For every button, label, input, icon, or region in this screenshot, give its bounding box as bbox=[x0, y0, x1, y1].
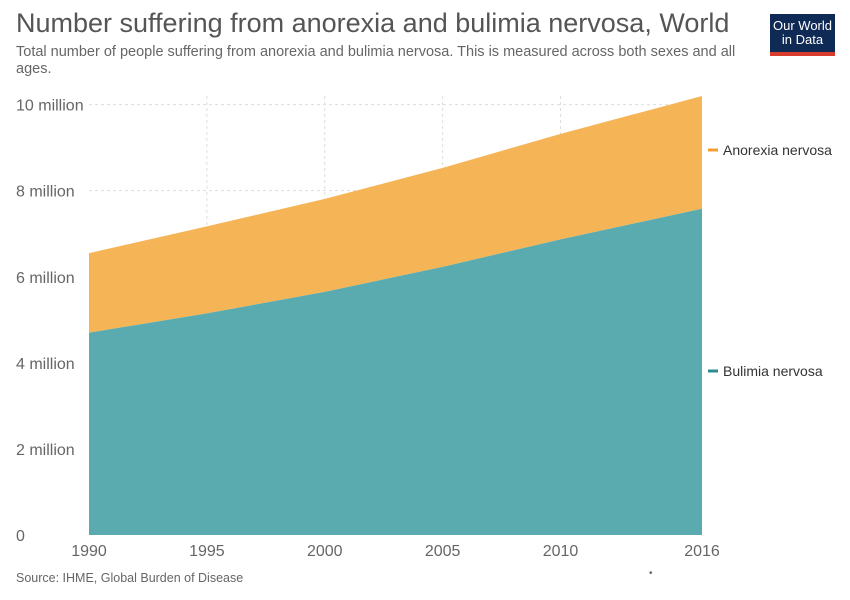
x-tick-label: 2010 bbox=[543, 543, 579, 560]
y-tick-label: 2 million bbox=[16, 442, 75, 459]
x-tick-label: 1995 bbox=[189, 543, 225, 560]
source-note[interactable]: Source: IHME, Global Burden of Disease bbox=[16, 571, 244, 585]
y-tick-label: 4 million bbox=[16, 356, 75, 373]
x-tick-label: 2000 bbox=[307, 543, 343, 560]
chart-title: Number suffering from anorexia and bulim… bbox=[16, 8, 730, 38]
logo-text-line2: in Data bbox=[781, 32, 824, 47]
logo-text-line1: Our World bbox=[773, 18, 832, 33]
legend-label-bulimia[interactable]: Bulimia nervosa bbox=[723, 363, 823, 379]
x-tick-label: 2016 bbox=[684, 543, 720, 560]
legend: Anorexia nervosa Bulimia nervosa bbox=[708, 142, 832, 379]
y-tick-label: 8 million bbox=[16, 184, 75, 201]
axes: 0 2 million 4 million 6 million 8 million 10 … bbox=[16, 98, 720, 560]
logo-accent-bar bbox=[770, 52, 835, 56]
y-tick-label: 6 million bbox=[16, 270, 75, 287]
legend-label-anorexia[interactable]: Anorexia nervosa bbox=[723, 142, 832, 158]
bulimia-area[interactable] bbox=[89, 208, 702, 535]
y-tick-label: 0 bbox=[16, 528, 25, 545]
x-tick-label: 1990 bbox=[71, 543, 107, 560]
anorexia-area[interactable] bbox=[89, 96, 702, 333]
area-series bbox=[89, 96, 702, 535]
chart-subtitle: Total number of people suffering from an… bbox=[16, 44, 736, 77]
x-tick-label: 2005 bbox=[425, 543, 461, 560]
footer-dot: • bbox=[649, 568, 653, 579]
y-tick-label: 10 million bbox=[16, 98, 84, 115]
owid-logo[interactable]: Our World in Data bbox=[770, 14, 835, 56]
